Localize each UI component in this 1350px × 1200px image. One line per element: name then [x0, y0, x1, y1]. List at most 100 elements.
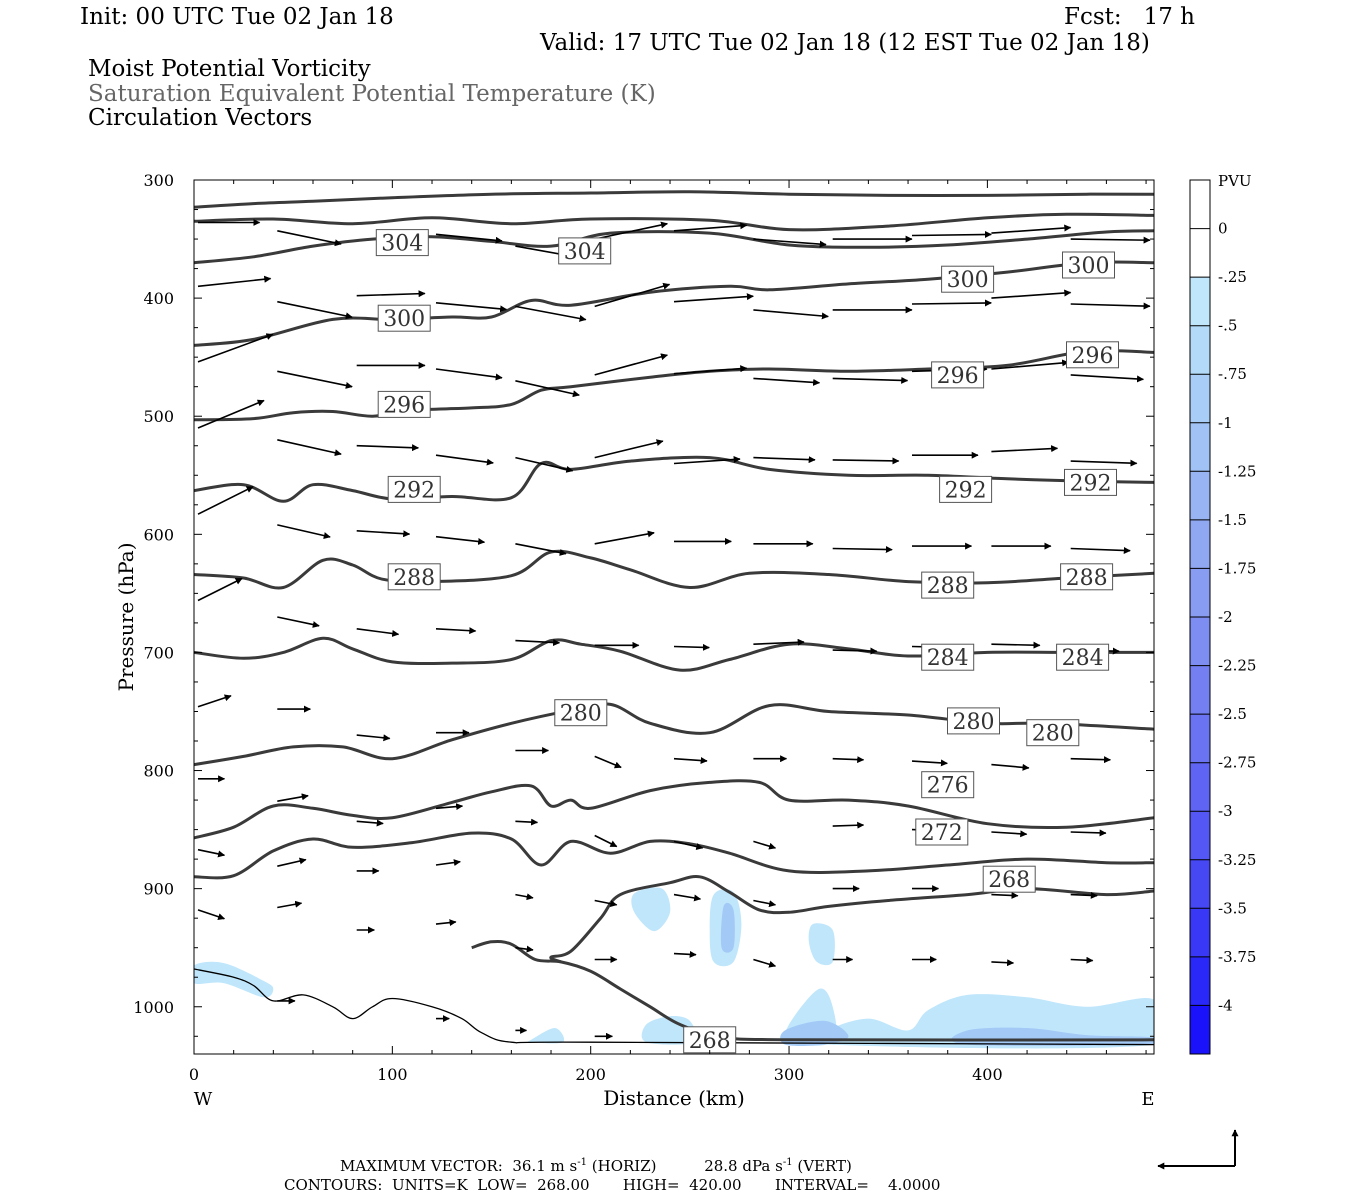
contour-label-box-3: [941, 265, 995, 293]
max-vector-horiz: 36.1 m s: [512, 1157, 578, 1175]
circulation-vector-12: [277, 370, 353, 389]
colorbar-label-13: -3.25: [1218, 851, 1256, 869]
colorbar-cell-10: [1190, 665, 1210, 715]
y-tick-label-700: 700: [143, 643, 174, 662]
contour-label-17: 280: [953, 710, 995, 735]
colorbar-cell-15: [1190, 908, 1210, 958]
contour-label-box-2: [377, 304, 431, 332]
colorbar-cell-12: [1190, 762, 1210, 812]
theta-contour-272-10: [194, 831, 1154, 880]
colorbar-label-14: -3.5: [1218, 899, 1247, 917]
theta-contour-304-1: [194, 212, 1154, 232]
circulation-vector-71: [673, 893, 702, 902]
max-vector-vert-exp: -1: [782, 1157, 793, 1168]
contour-label-15: 284: [1062, 646, 1104, 671]
circulation-vector-45: [515, 543, 567, 556]
colorbar-unit: PVU: [1218, 172, 1252, 190]
circulation-vector-32: [435, 368, 503, 381]
contour-label-box-5: [377, 390, 431, 418]
circulation-vector-88: [832, 647, 878, 655]
vector-layer: [197, 219, 1151, 1040]
circulation-vector-110: [991, 830, 1028, 838]
contour-label-22: 268: [689, 1029, 731, 1054]
circulation-vector-73: [753, 238, 827, 248]
theta-contour-288-6: [194, 549, 1154, 590]
circulation-vector-53: [594, 282, 671, 308]
contour-label-box-11: [387, 563, 441, 591]
contour-label-box-20: [915, 818, 969, 846]
circulation-vector-33: [435, 454, 494, 466]
circulation-vector-93: [911, 230, 992, 238]
colorbar-label-1: -.25: [1218, 268, 1247, 286]
circulation-vector-72: [673, 950, 697, 958]
colorbar-cell-0: [1190, 180, 1210, 230]
y-tick-label-400: 400: [143, 289, 174, 308]
circulation-vector-2: [197, 333, 274, 363]
circulation-vector-105: [991, 359, 1070, 370]
contour-label-21: 268: [988, 868, 1030, 893]
x-tick-label-100: 100: [377, 1065, 408, 1084]
contour-label-box-12: [921, 571, 975, 599]
colorbar: PVU 0 -.25 -.5 -.75 -1 -1.25 -1.5 -1.75 -2 -2.25 -2…: [1189, 172, 1256, 1055]
circulation-vector-58: [594, 755, 622, 769]
pv-shading-region-0-1: [631, 887, 671, 932]
circulation-vector-42: [515, 305, 587, 322]
circulation-vector-37: [435, 803, 464, 811]
circulation-vector-43: [515, 380, 580, 398]
contour-label-box-6: [931, 361, 985, 389]
circulation-vector-9: [197, 909, 226, 921]
colorbar-cell-3: [1190, 325, 1210, 375]
y-tick-label-500: 500: [143, 407, 174, 426]
x-axis-label: Distance (km): [603, 1086, 745, 1110]
circulation-vector-103: [991, 224, 1072, 234]
x-tick-label-0: 0: [189, 1065, 199, 1084]
circulation-vector-6: [197, 694, 232, 708]
contour-label-box-22: [683, 1026, 737, 1054]
colorbar-label-8: -2: [1218, 608, 1233, 626]
max-vector-horiz-label: (HORIZ): [591, 1157, 657, 1175]
colorbar-label-11: -2.75: [1218, 754, 1256, 772]
circulation-vector-63: [673, 222, 748, 232]
circulation-vector-116: [1070, 459, 1138, 467]
circulation-vector-64: [673, 293, 754, 303]
circulation-vector-85: [832, 376, 909, 384]
colorbar-cell-8: [1190, 568, 1210, 618]
circulation-vector-65: [673, 365, 748, 375]
theta-contour-292-5: [194, 455, 1154, 503]
colorbar-cell-1: [1190, 228, 1210, 278]
contour-label-7: 296: [1072, 344, 1114, 369]
circulation-vector-66: [673, 456, 741, 465]
circulation-vector-75: [753, 377, 821, 386]
contour-label-box-17: [947, 707, 1000, 735]
circulation-vector-44: [515, 456, 574, 473]
circulation-vector-54: [594, 353, 668, 376]
circulation-vector-117: [1070, 546, 1131, 554]
circulation-vector-25: [356, 628, 400, 637]
contour-label-box-18: [1026, 719, 1080, 747]
contour-label-8: 292: [393, 478, 435, 503]
colorbar-label-9: -2.25: [1218, 657, 1256, 675]
circulation-vector-76: [753, 456, 816, 464]
circulation-vector-90: [832, 821, 865, 829]
circulation-vector-4: [197, 485, 254, 515]
circulation-vector-113: [1070, 236, 1151, 244]
circulation-vector-11: [277, 300, 353, 320]
contour-label-box-9: [939, 475, 993, 503]
y-axis-label: Pressure (hPa): [114, 543, 138, 692]
colorbar-cell-9: [1190, 617, 1210, 667]
contour-label-10: 292: [1070, 471, 1112, 496]
valid-time: Valid: 17 UTC Tue 02 Jan 18 (12 EST Tue …: [540, 30, 1150, 56]
contour-label-12: 288: [927, 574, 969, 599]
circulation-vector-108: [991, 641, 1041, 649]
pv-shading-region-0-0: [194, 961, 274, 998]
colorbar-cell-17: [1190, 1005, 1210, 1055]
plot-frame: [193, 179, 1155, 1055]
circulation-vector-70: [673, 840, 704, 850]
y-tick-label-300: 300: [143, 171, 174, 190]
circulation-vector-82: [753, 958, 777, 968]
circulation-vector-80: [753, 840, 777, 850]
circulation-vector-60: [594, 899, 618, 908]
x-tick-label-300: 300: [774, 1065, 805, 1084]
circulation-vector-104: [991, 289, 1072, 299]
